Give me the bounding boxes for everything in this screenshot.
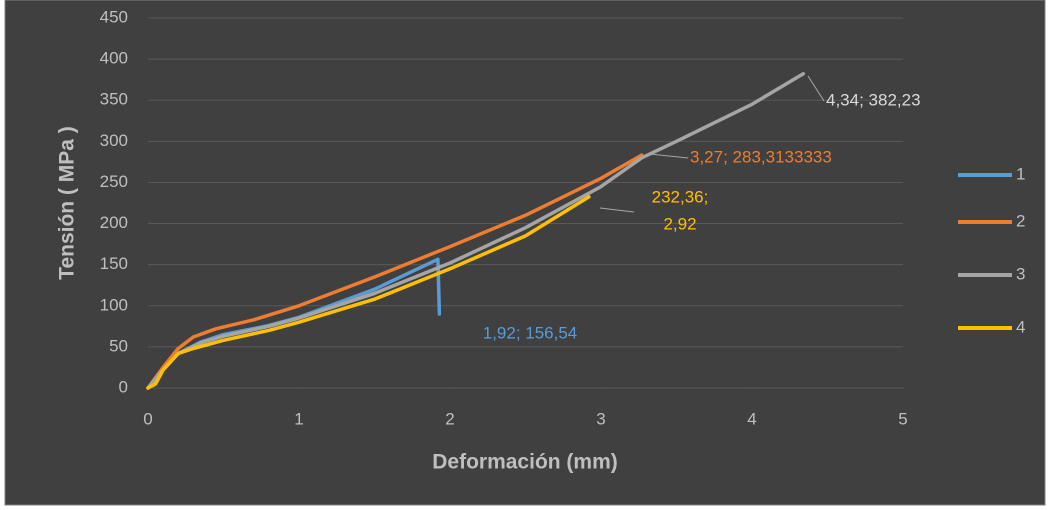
x-tick-label: 5 bbox=[898, 409, 907, 428]
y-tick-label: 100 bbox=[100, 295, 128, 314]
x-tick-label: 0 bbox=[143, 409, 152, 428]
chart-background bbox=[4, 0, 1046, 506]
annotation-leader bbox=[649, 153, 689, 159]
x-tick-label: 2 bbox=[445, 409, 454, 428]
annotation-label: 2,92 bbox=[663, 214, 696, 233]
y-tick-label: 400 bbox=[100, 49, 128, 68]
x-axis-label: Deformación (mm) bbox=[432, 451, 618, 474]
series-line bbox=[146, 195, 591, 390]
y-tick-label: 50 bbox=[109, 336, 128, 355]
annotation-label: 1,92; 156,54 bbox=[483, 323, 578, 342]
annotation-leader bbox=[807, 75, 825, 102]
y-tick-label: 0 bbox=[119, 377, 128, 396]
legend-label: 4 bbox=[1016, 317, 1025, 336]
y-tick-label: 350 bbox=[100, 90, 128, 109]
annotation-label: 3,27; 283,3133333 bbox=[690, 147, 832, 166]
y-tick-label: 150 bbox=[100, 254, 128, 273]
y-axis-label: Tensión ( MPa ) bbox=[56, 126, 79, 280]
x-tick-label: 4 bbox=[747, 409, 756, 428]
y-tick-label: 200 bbox=[100, 213, 128, 232]
y-tick-label: 450 bbox=[100, 7, 128, 26]
series-line bbox=[146, 153, 644, 390]
legend-label: 2 bbox=[1016, 211, 1025, 230]
annotation-label: 232,36; bbox=[652, 187, 709, 206]
y-tick-label: 250 bbox=[100, 172, 128, 191]
x-tick-label: 3 bbox=[596, 409, 605, 428]
annotation-label: 4,34; 382,23 bbox=[826, 90, 921, 109]
x-tick-label: 1 bbox=[294, 409, 303, 428]
legend-label: 1 bbox=[1016, 164, 1025, 183]
y-tick-label: 300 bbox=[100, 131, 128, 150]
annotation-leader bbox=[599, 207, 635, 213]
legend-label: 3 bbox=[1016, 264, 1025, 283]
